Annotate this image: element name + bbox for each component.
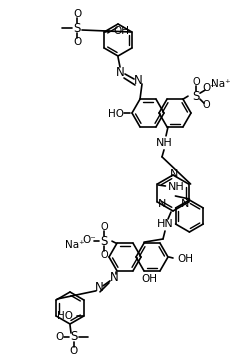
Text: S: S — [73, 21, 81, 34]
Text: N: N — [158, 199, 166, 209]
Text: HO: HO — [108, 109, 124, 119]
Text: HO: HO — [57, 311, 73, 321]
Text: OH: OH — [141, 274, 157, 284]
Text: N: N — [116, 66, 124, 79]
Text: S: S — [100, 235, 108, 248]
Text: NH: NH — [168, 182, 184, 192]
Text: N: N — [170, 169, 178, 179]
Text: HN: HN — [156, 219, 174, 229]
Text: N: N — [180, 199, 189, 209]
Text: N: N — [94, 281, 104, 294]
Text: O: O — [70, 346, 78, 356]
Text: N: N — [134, 75, 142, 88]
Text: S: S — [192, 90, 200, 103]
Text: Na⁺: Na⁺ — [65, 240, 85, 250]
Text: O: O — [73, 37, 81, 47]
Text: O: O — [192, 77, 200, 87]
Text: OH: OH — [113, 26, 129, 36]
Text: O⁻: O⁻ — [202, 83, 216, 93]
Text: O: O — [100, 222, 108, 232]
Text: NH: NH — [156, 138, 172, 148]
Text: Na⁺: Na⁺ — [211, 79, 231, 89]
Text: O: O — [202, 100, 210, 110]
Text: S: S — [70, 331, 78, 344]
Text: N: N — [110, 272, 118, 285]
Text: O: O — [56, 332, 64, 342]
Text: O: O — [100, 250, 108, 260]
Text: OH: OH — [177, 254, 193, 264]
Text: O: O — [73, 9, 81, 19]
Text: O⁻: O⁻ — [82, 235, 96, 245]
